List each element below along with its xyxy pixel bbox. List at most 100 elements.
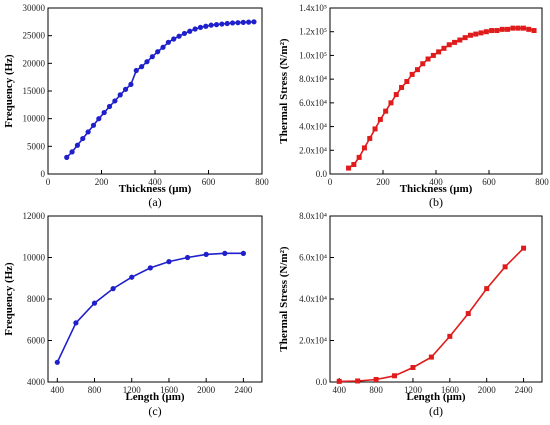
y-axis-label: Frequency (Hz) xyxy=(3,54,15,128)
data-point xyxy=(399,84,405,90)
panel-caption: (c) xyxy=(148,404,161,418)
y-tick-label: 4000 xyxy=(27,377,46,387)
y-tick-label: 2.0x10⁴ xyxy=(299,145,327,155)
data-point xyxy=(147,265,153,271)
data-point xyxy=(91,300,98,306)
data-point xyxy=(483,29,489,35)
x-tick-label: 2000 xyxy=(197,385,216,395)
data-point xyxy=(235,20,241,26)
data-point xyxy=(441,45,447,51)
y-tick-label: 2.0x10⁴ xyxy=(299,336,327,346)
y-tick-label: 0.0 xyxy=(316,169,328,179)
data-point xyxy=(521,245,527,251)
data-point xyxy=(336,378,342,384)
data-point xyxy=(171,36,177,42)
data-point xyxy=(133,67,139,74)
y-tick-label: 4.0x10⁴ xyxy=(299,294,327,304)
data-point xyxy=(356,154,362,160)
x-tick-label: 800 xyxy=(535,177,549,187)
data-point xyxy=(229,20,236,26)
data-point xyxy=(447,333,453,339)
x-tick-label: 1200 xyxy=(404,385,423,395)
plot-frame xyxy=(329,7,543,175)
y-axis-label: Frequency (Hz) xyxy=(3,262,15,336)
x-tick-label: 400 xyxy=(51,385,65,395)
data-point xyxy=(388,100,394,106)
data-point xyxy=(526,26,532,32)
series-line xyxy=(66,21,255,158)
data-point xyxy=(373,377,379,383)
data-point xyxy=(122,86,129,92)
data-point xyxy=(128,81,134,87)
data-point xyxy=(54,359,60,365)
chart-panel-d: 400 800 1200 1600 2000 2400 0.0 2.0x10⁴ 4.0x10⁴ 6… xyxy=(278,211,543,418)
x-tick-label: 0 xyxy=(46,177,51,187)
y-tick-label: 1.2x10⁵ xyxy=(299,27,327,37)
plot-frame xyxy=(329,215,543,383)
chart-panel-b: 0 200 400 600 800 0.0 2.0x10⁴ 4.0x10⁴ 6.0x10⁴ 8.0… xyxy=(278,3,549,209)
data-point xyxy=(219,21,225,27)
x-axis-label: Length (μm) xyxy=(406,391,465,403)
series-line xyxy=(348,27,535,169)
data-point xyxy=(520,25,526,31)
data-point xyxy=(246,19,252,25)
x-tick-label: 600 xyxy=(202,177,216,187)
panel-caption: (b) xyxy=(429,195,443,209)
data-point xyxy=(404,79,410,85)
data-point xyxy=(484,286,490,292)
data-point xyxy=(452,39,458,45)
data-point xyxy=(502,264,508,270)
x-tick-label: 2400 xyxy=(515,385,534,395)
panel-caption: (a) xyxy=(148,195,161,209)
data-point xyxy=(166,259,172,265)
series-line xyxy=(339,247,525,383)
data-point xyxy=(425,56,431,62)
x-tick-label: 400 xyxy=(148,177,162,187)
y-tick-label: 0 xyxy=(41,169,46,179)
data-point xyxy=(430,52,436,58)
data-point xyxy=(240,19,246,25)
data-point xyxy=(515,25,521,31)
data-point xyxy=(160,44,166,50)
x-tick-label: 1200 xyxy=(123,385,142,395)
data-point xyxy=(112,98,118,104)
data-point xyxy=(96,116,102,122)
y-tick-label: 1.4x10⁵ xyxy=(299,3,327,13)
data-point xyxy=(505,26,511,32)
data-point xyxy=(74,142,81,148)
data-point xyxy=(510,25,516,31)
x-tick-label: 800 xyxy=(369,385,383,395)
data-point xyxy=(129,274,135,280)
x-tick-label: 200 xyxy=(95,177,109,187)
data-point xyxy=(208,22,214,28)
data-point xyxy=(224,20,230,27)
data-point xyxy=(203,23,209,29)
y-tick-label: 30000 xyxy=(23,3,46,13)
data-point xyxy=(499,26,505,32)
data-point xyxy=(213,22,220,28)
y-tick-label: 5000 xyxy=(27,141,46,151)
data-point xyxy=(428,354,434,360)
data-point xyxy=(377,116,383,122)
y-tick-label: 6000 xyxy=(27,336,46,346)
x-tick-label: 400 xyxy=(332,385,346,395)
data-point xyxy=(181,30,188,37)
panel-caption: (d) xyxy=(429,404,443,418)
chart-panel-a: 0 200 400 600 800 0 5000 10000 15000 20000 25000 30… xyxy=(3,3,269,209)
data-point xyxy=(240,250,246,256)
y-tick-label: 0.0 xyxy=(316,377,328,387)
data-point xyxy=(393,92,399,98)
data-point xyxy=(222,250,228,256)
y-tick-label: 20000 xyxy=(23,58,46,68)
plot-frame xyxy=(47,7,263,175)
data-point xyxy=(187,28,193,34)
y-tick-label: 8000 xyxy=(27,294,46,304)
data-point xyxy=(73,320,79,326)
data-point xyxy=(64,154,70,160)
data-point xyxy=(436,49,442,55)
y-tick-label: 10000 xyxy=(23,253,46,263)
x-tick-label: 400 xyxy=(429,177,443,187)
data-point xyxy=(361,145,367,151)
data-point xyxy=(410,364,416,370)
data-point xyxy=(355,378,361,384)
